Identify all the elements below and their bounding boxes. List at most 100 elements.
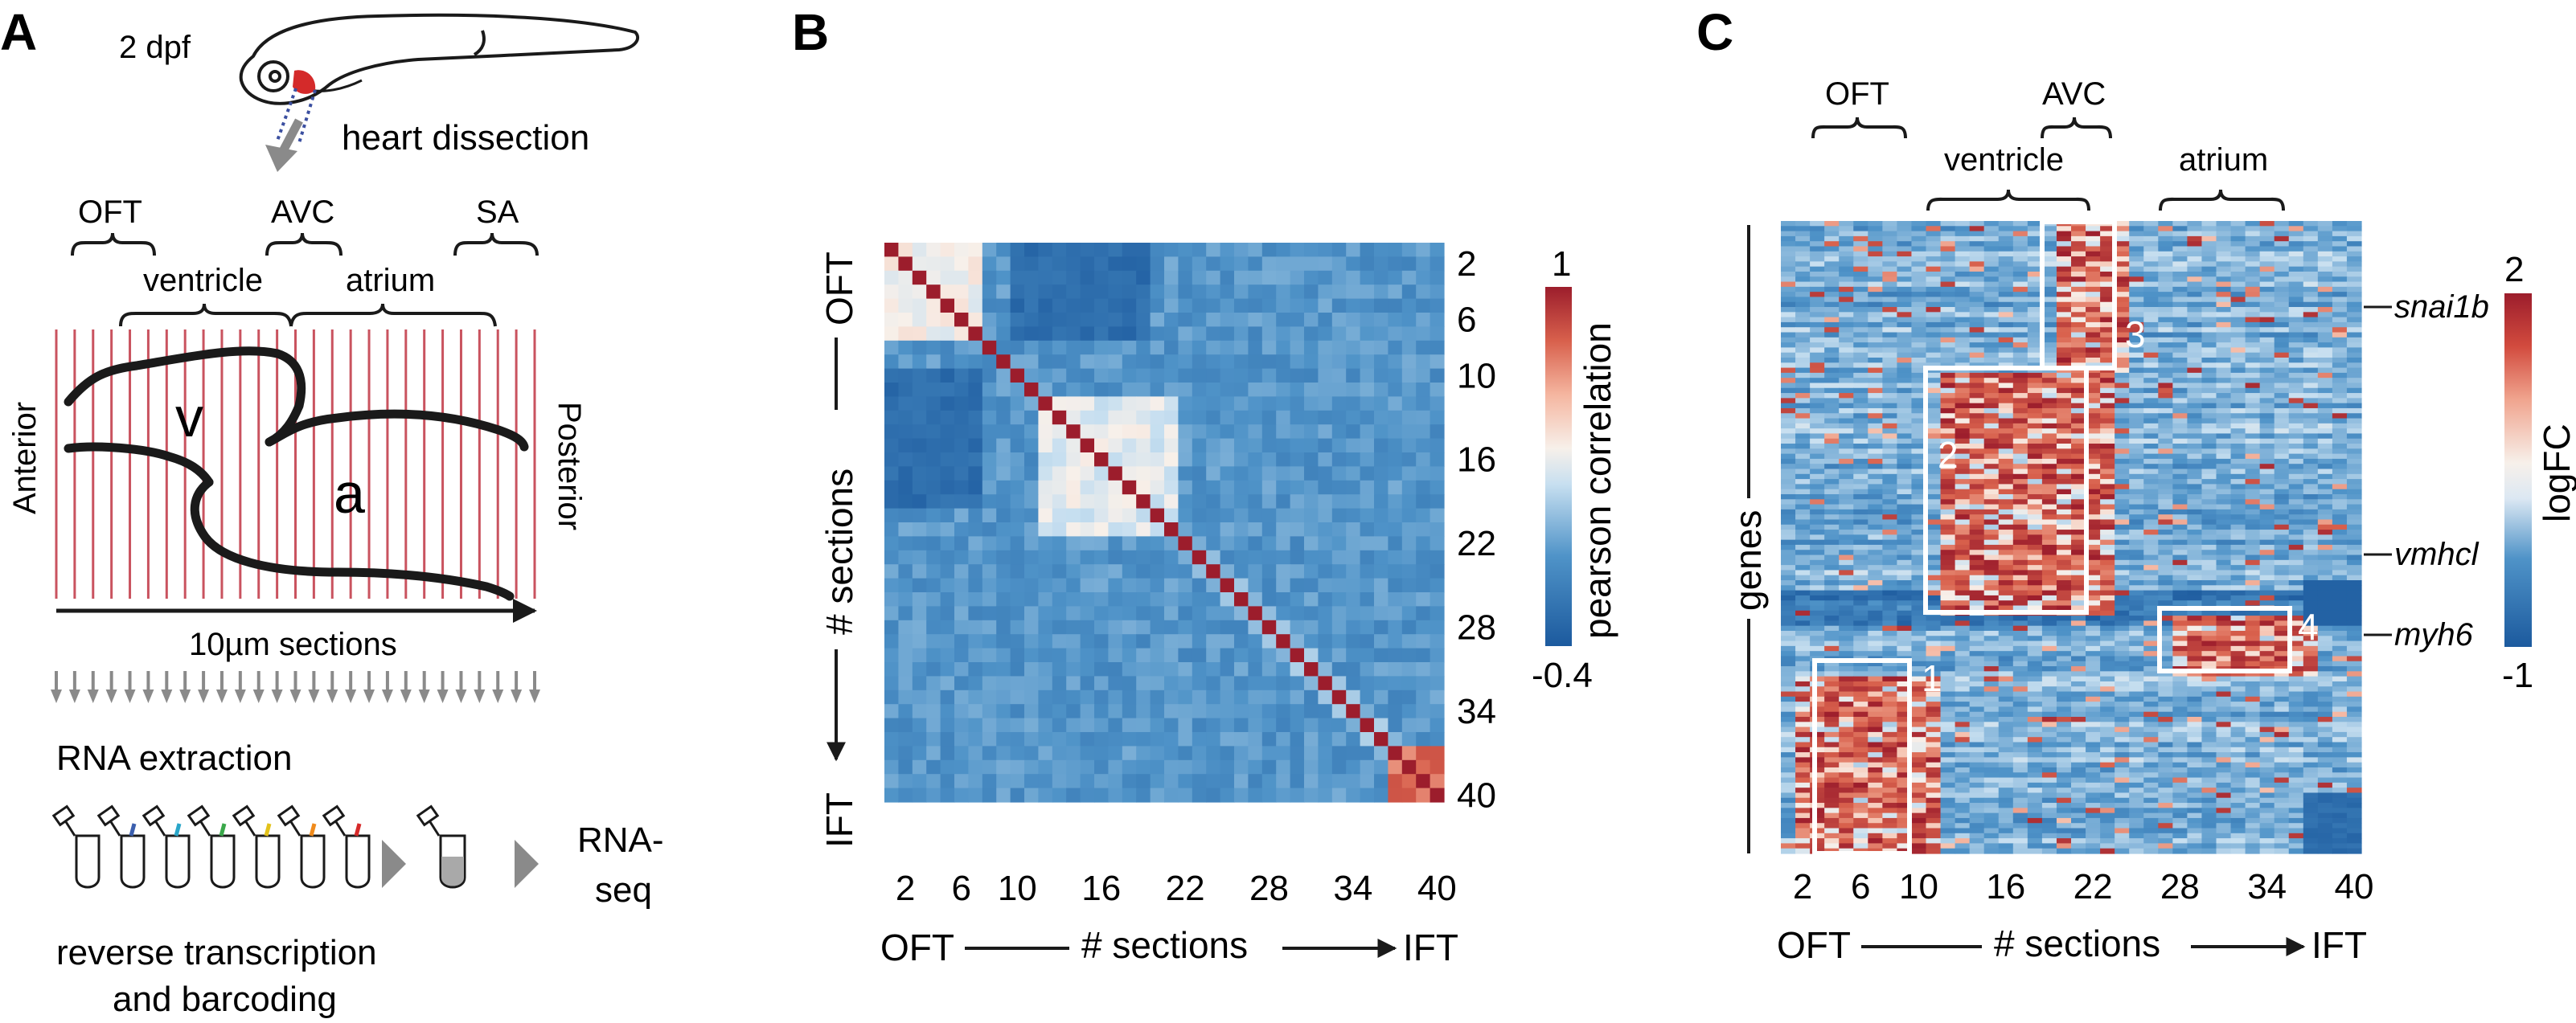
heatmap-cell: [1983, 251, 2000, 257]
heatmap-cell: [1220, 298, 1235, 313]
heatmap-cell: [1983, 489, 2000, 495]
heatmap-cell: [1430, 354, 1445, 370]
heatmap-cell: [2317, 342, 2333, 348]
heatmap-cell: [1108, 788, 1123, 803]
heatmap-cell: [2303, 514, 2319, 521]
heatmap-cell: [1983, 327, 2000, 333]
chamber-a-label: a: [334, 462, 365, 525]
heatmap-cell: [982, 718, 997, 733]
heatmap-cell: [2041, 620, 2057, 627]
heatmap-cell: [1795, 559, 1811, 566]
heatmap-cell: [2332, 600, 2348, 607]
heatmap-cell: [1868, 301, 1883, 308]
heatmap-cell: [1401, 536, 1417, 551]
heatmap-cell: [1276, 494, 1291, 509]
heatmap-cell: [1882, 292, 1897, 298]
heatmap-cell: [2172, 473, 2188, 480]
heatmap-cell: [2100, 473, 2115, 480]
heatmap-cell: [2274, 261, 2290, 268]
heatmap-cell: [2115, 595, 2130, 601]
heatmap-cell: [912, 270, 927, 285]
heatmap-cell: [2129, 393, 2144, 399]
dissection-arrow-icon: [265, 118, 303, 172]
heatmap-cell: [2129, 403, 2144, 409]
heatmap-cell: [1853, 241, 1868, 248]
heatmap-cell: [2027, 241, 2043, 248]
heatmap-cell: [1810, 367, 1825, 374]
heatmap-cell: [2245, 403, 2261, 409]
heatmap-cell: [2332, 438, 2348, 444]
heatmap-cell: [1122, 648, 1137, 663]
heatmap-cell: [1983, 372, 2000, 379]
heatmap-cell: [1810, 393, 1825, 399]
axis-ift-label-b: IFT: [818, 792, 860, 848]
heatmap-cell: [2012, 590, 2028, 596]
heatmap-cell: [2100, 378, 2115, 384]
section-lines: [55, 329, 536, 599]
heatmap-cell: [2259, 251, 2275, 257]
heatmap-cell: [2056, 281, 2072, 288]
heatmap-cell: [1318, 438, 1333, 453]
heatmap-cell: [1304, 326, 1319, 342]
heatmap-cell: [2143, 509, 2159, 515]
heatmap-cell: [912, 759, 927, 775]
heatmap-cell: [1810, 321, 1825, 328]
heatmap-cell: [1882, 458, 1897, 464]
heatmap-cell: [1911, 398, 1927, 404]
heatmap-cell: [1897, 448, 1913, 455]
heatmap-cell: [1955, 281, 1971, 288]
heatmap-cell: [912, 438, 927, 453]
heatmap-cell: [1795, 312, 1811, 318]
heatmap-cell: [1998, 600, 2014, 607]
heatmap-cell: [2012, 458, 2028, 464]
heatmap-cell: [2332, 484, 2348, 490]
heatmap-cell: [1066, 746, 1081, 761]
heatmap-cell: [1983, 276, 2000, 283]
heatmap-cell: [1374, 732, 1388, 747]
heatmap-cell: [1853, 342, 1868, 348]
heatmap-cell: [2303, 479, 2319, 485]
heatmap-cell: [884, 536, 899, 551]
heatmap-cell: [1318, 466, 1333, 481]
heatmap-cell: [1882, 423, 1897, 429]
heatmap-cell: [2303, 297, 2319, 303]
heatmap-cell: [1882, 286, 1897, 293]
heatmap-cell: [1164, 564, 1179, 579]
heatmap-cell: [1897, 453, 1913, 460]
heatmap-cell: [1038, 284, 1053, 300]
heatmap-cell: [1331, 508, 1347, 523]
heatmap-cell: [1374, 620, 1388, 635]
heatmap-cell: [2172, 544, 2188, 550]
heatmap-cell: [2012, 464, 2028, 470]
heatmap-cell: [898, 564, 913, 579]
heatmap-cell: [1108, 648, 1123, 663]
heatmap-cell: [2201, 357, 2217, 363]
heatmap-cell: [1781, 499, 1796, 505]
heatmap-cell: [2027, 221, 2043, 227]
heatmap-cell: [2115, 448, 2130, 455]
heatmap-cell: [2245, 347, 2261, 354]
heatmap-cell: [2012, 493, 2028, 500]
heatmap-cell: [2303, 448, 2319, 455]
heatmap-cell: [2012, 297, 2028, 303]
heatmap-cell: [2041, 342, 2057, 348]
heatmap-cell: [926, 243, 941, 257]
heatmap-cell: [1122, 732, 1137, 747]
heatmap-cell: [1998, 453, 2014, 460]
heatmap-cell: [2274, 504, 2290, 510]
heatmap-cell: [2143, 352, 2159, 358]
heatmap-cell: [2172, 428, 2188, 435]
heatmap-cell: [1318, 536, 1333, 551]
heatmap-cell: [1795, 403, 1811, 409]
heatmap-cell: [2143, 276, 2159, 283]
heatmap-cell: [2071, 448, 2086, 455]
heatmap-cell: [2245, 281, 2261, 288]
heatmap-cell: [1969, 413, 1985, 419]
heatmap-cell: [2346, 580, 2362, 586]
x-tick-label-b: 28: [1249, 869, 1289, 908]
heatmap-cell: [2346, 530, 2362, 535]
heatmap-cell: [1839, 600, 1854, 607]
heatmap-cell: [2332, 530, 2348, 535]
heatmap-cell: [1024, 648, 1039, 663]
